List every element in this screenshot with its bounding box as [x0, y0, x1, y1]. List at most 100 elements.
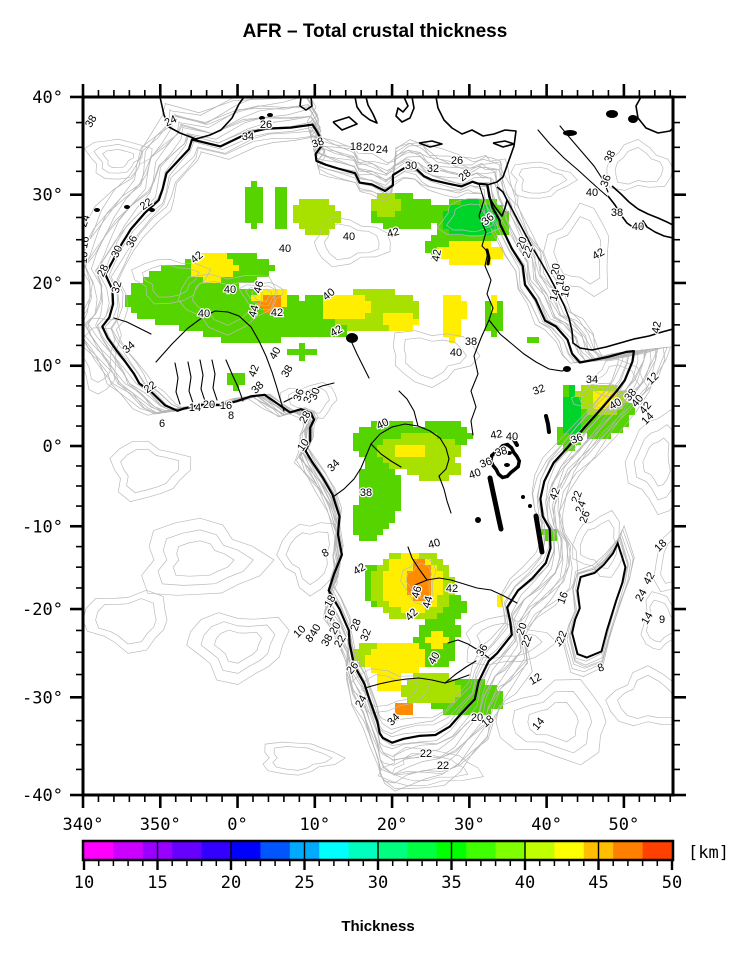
- thickness-cell: [479, 685, 485, 691]
- thickness-cell: [245, 337, 251, 343]
- contour-label: 16: [559, 284, 573, 298]
- thickness-cell: [227, 253, 233, 259]
- thickness-cell: [227, 325, 233, 331]
- thickness-cell: [185, 301, 191, 307]
- thickness-cell: [401, 613, 407, 619]
- thickness-cell: [407, 421, 413, 427]
- thickness-cell: [437, 235, 443, 241]
- thickness-cell: [323, 217, 329, 223]
- thickness-cell: [299, 325, 305, 331]
- thickness-cell: [359, 523, 365, 529]
- thickness-cell: [323, 205, 329, 211]
- thickness-cell: [563, 403, 569, 409]
- thickness-cell: [305, 199, 311, 205]
- thickness-cell: [491, 229, 497, 235]
- gray-contour-blob: [391, 752, 469, 782]
- thickness-cell: [413, 427, 419, 433]
- thickness-cell: [449, 649, 455, 655]
- contour-label: 36: [569, 431, 585, 446]
- thickness-cell: [215, 319, 221, 325]
- thickness-cell: [203, 331, 209, 337]
- thickness-cell: [197, 295, 203, 301]
- colorbar-segment: [172, 842, 203, 859]
- thickness-cell: [353, 529, 359, 535]
- thickness-cell: [413, 451, 419, 457]
- thickness-cell: [329, 307, 335, 313]
- thickness-cell: [437, 565, 443, 571]
- thickness-cell: [485, 301, 491, 307]
- thickness-cell: [467, 691, 473, 697]
- thickness-cell: [251, 199, 257, 205]
- thickness-cell: [395, 475, 401, 481]
- thickness-cell: [581, 403, 587, 409]
- thickness-cell: [191, 295, 197, 301]
- thickness-cell: [431, 559, 437, 565]
- thickness-cell: [407, 589, 413, 595]
- thickness-cell: [371, 319, 377, 325]
- thickness-cell: [431, 241, 437, 247]
- thickness-cell: [395, 211, 401, 217]
- thickness-cell: [215, 331, 221, 337]
- thickness-cell: [395, 481, 401, 487]
- thickness-cell: [443, 649, 449, 655]
- thickness-cell: [335, 217, 341, 223]
- thickness-cell: [245, 253, 251, 259]
- thickness-cell: [419, 475, 425, 481]
- thickness-cell: [365, 451, 371, 457]
- thickness-cell: [377, 517, 383, 523]
- thickness-cell: [245, 205, 251, 211]
- thickness-cell: [287, 301, 293, 307]
- thickness-cell: [455, 625, 461, 631]
- thickness-cell: [383, 499, 389, 505]
- thickness-cell: [239, 319, 245, 325]
- thickness-cell: [407, 205, 413, 211]
- contour-label: 40: [506, 431, 518, 443]
- thickness-cell: [323, 307, 329, 313]
- thickness-cell: [419, 631, 425, 637]
- thickness-cell: [443, 307, 449, 313]
- thickness-cell: [221, 271, 227, 277]
- thickness-cell: [497, 595, 503, 601]
- thickness-cell: [305, 313, 311, 319]
- thickness-cell: [371, 589, 377, 595]
- thickness-cell: [311, 319, 317, 325]
- thickness-cell: [377, 505, 383, 511]
- thickness-cell: [419, 649, 425, 655]
- thickness-cell: [425, 643, 431, 649]
- thickness-cell: [191, 283, 197, 289]
- thickness-cell: [197, 277, 203, 283]
- thickness-cell: [245, 277, 251, 283]
- thickness-cell: [245, 307, 251, 313]
- thickness-cell: [239, 313, 245, 319]
- thickness-cell: [407, 217, 413, 223]
- thickness-cell: [611, 427, 617, 433]
- thickness-cell: [431, 439, 437, 445]
- thickness-cell: [311, 325, 317, 331]
- thickness-cell: [347, 325, 353, 331]
- river: [444, 660, 477, 684]
- thickness-cell: [203, 319, 209, 325]
- thickness-cell: [491, 235, 497, 241]
- thickness-cell: [449, 235, 455, 241]
- thickness-cell: [143, 307, 149, 313]
- thickness-cell: [431, 697, 437, 703]
- thickness-cell: [239, 331, 245, 337]
- thickness-cell: [425, 649, 431, 655]
- contour-label: 26: [577, 509, 592, 525]
- rift-lake: [544, 414, 551, 434]
- contour-label: 40: [450, 347, 462, 359]
- gray-contour-blob: [141, 517, 275, 596]
- thickness-cell: [359, 475, 365, 481]
- thickness-cell: [407, 565, 413, 571]
- thickness-cell: [413, 433, 419, 439]
- river: [283, 382, 335, 403]
- thickness-cell: [185, 307, 191, 313]
- lake-blob: [628, 115, 638, 123]
- thickness-cell: [287, 349, 293, 355]
- thickness-cell: [569, 415, 575, 421]
- thickness-cell: [401, 553, 407, 559]
- thickness-cell: [395, 703, 401, 709]
- thickness-cell: [329, 325, 335, 331]
- contour-label: 38: [310, 135, 326, 150]
- river: [470, 319, 490, 436]
